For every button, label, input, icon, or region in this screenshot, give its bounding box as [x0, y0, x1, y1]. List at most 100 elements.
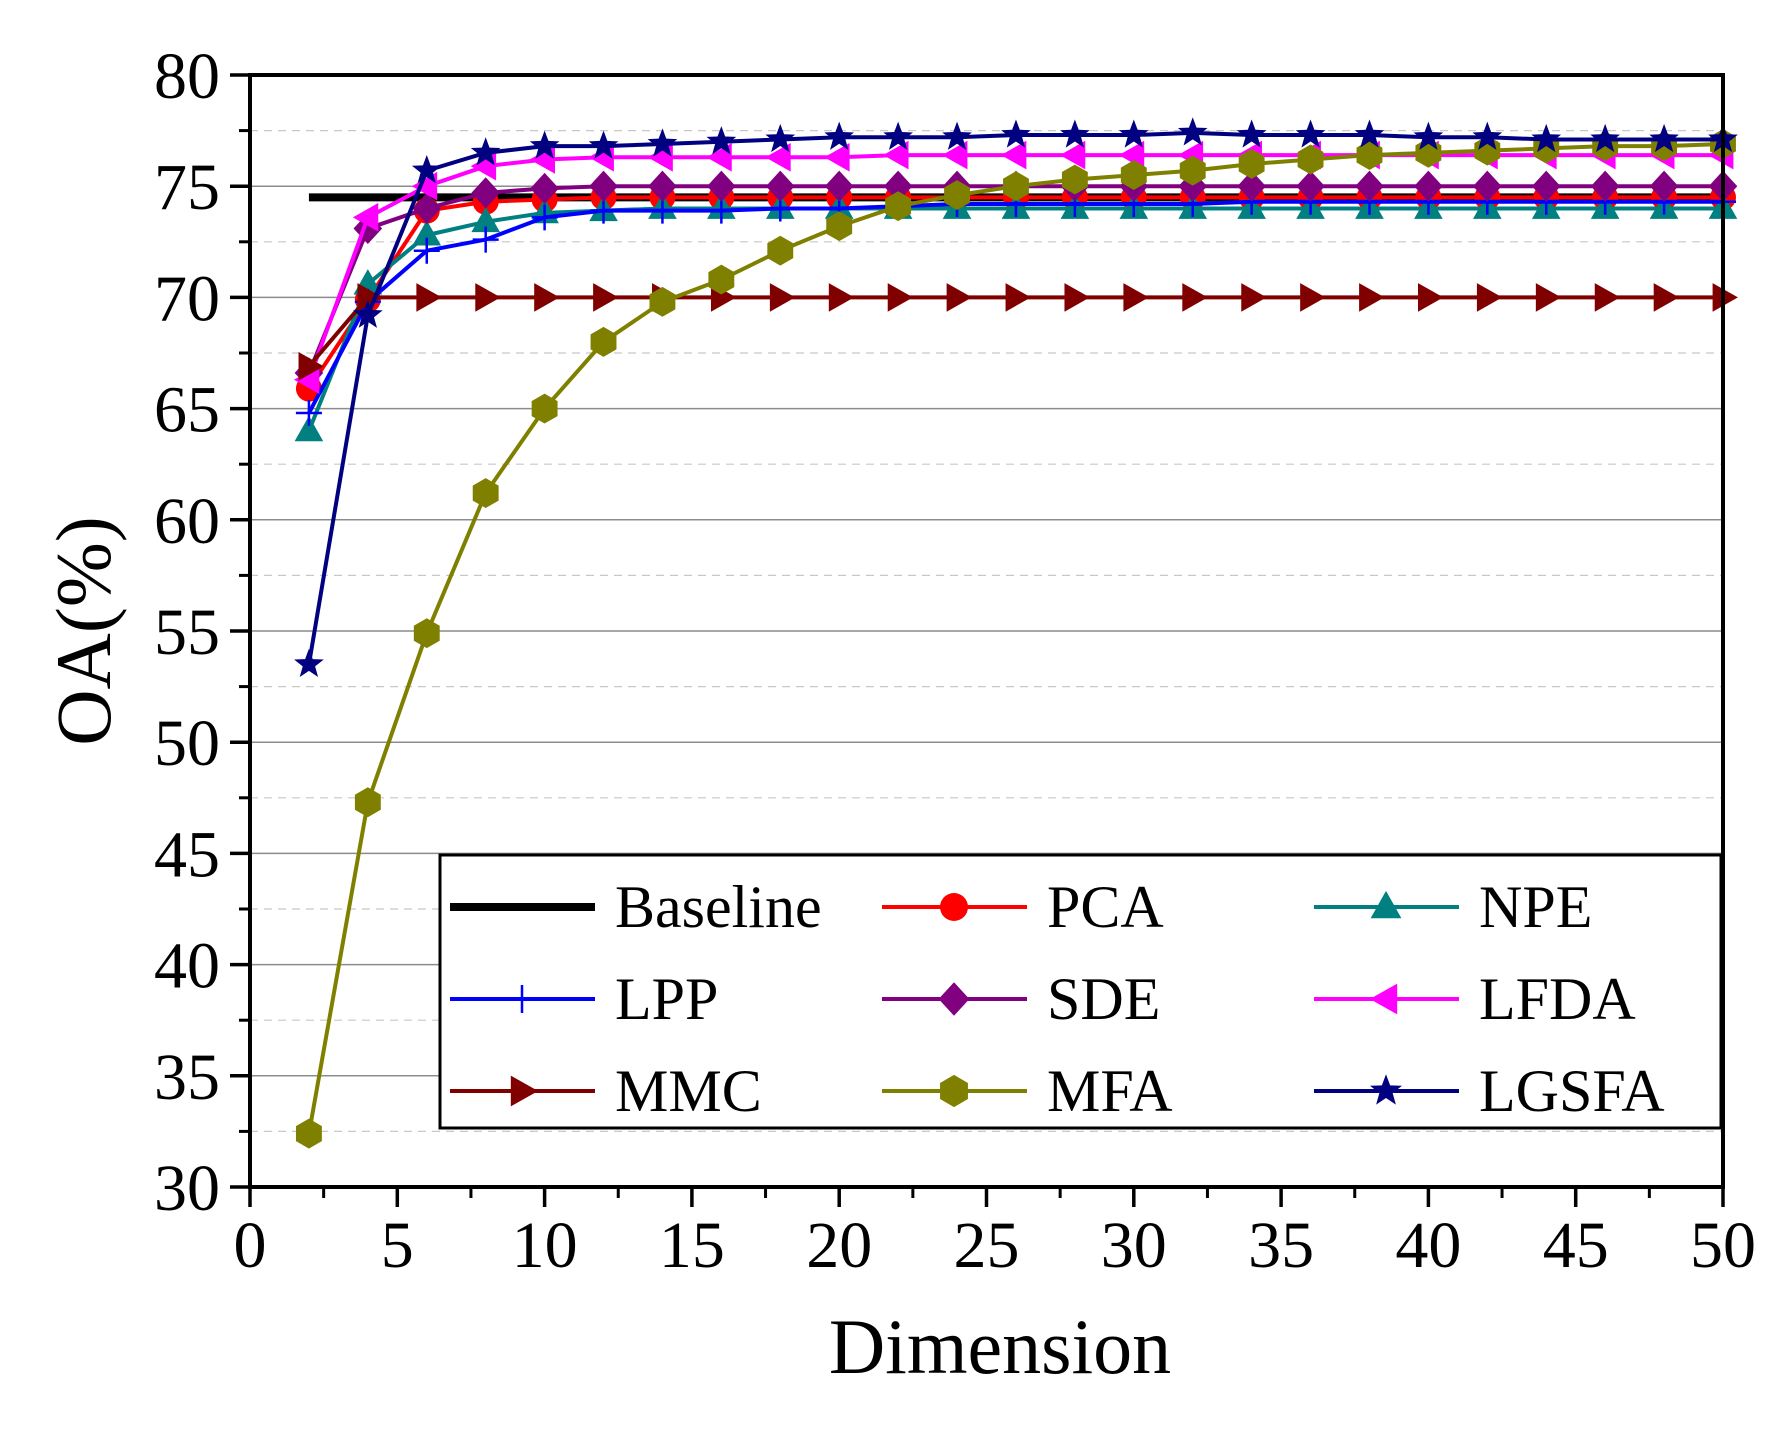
- y-tick-label: 80: [154, 40, 220, 113]
- legend-entry-mmc: MMC: [450, 1058, 762, 1124]
- data-point: [1531, 123, 1562, 153]
- data-point: [530, 172, 559, 205]
- data-point: [1003, 171, 1029, 202]
- data-point: [1296, 170, 1325, 202]
- legend-label: LPP: [615, 966, 718, 1032]
- data-point: [411, 155, 442, 184]
- y-tick-label: 55: [154, 596, 220, 669]
- series-lines: [293, 117, 1738, 1149]
- legend-label: Baseline: [615, 874, 822, 940]
- data-point: [1354, 119, 1385, 148]
- y-tick-label: 60: [154, 485, 220, 558]
- y-tick-label: 70: [154, 262, 220, 335]
- data-point: [1118, 119, 1149, 148]
- data-point: [416, 283, 442, 312]
- series-mmc: [298, 283, 1738, 381]
- data-point: [1355, 170, 1384, 202]
- data-point: [354, 787, 381, 818]
- data-point: [590, 197, 617, 224]
- data-point: [1001, 119, 1031, 148]
- data-point: [1060, 119, 1090, 148]
- data-point: [588, 130, 619, 159]
- data-point: [1182, 283, 1208, 312]
- data-point: [1370, 890, 1402, 919]
- x-tick-label: 5: [381, 1209, 414, 1282]
- data-point: [1359, 283, 1385, 312]
- data-point: [508, 985, 536, 1013]
- data-point: [590, 326, 617, 357]
- legend-entry-lpp: LPP: [450, 966, 718, 1032]
- data-point: [1590, 123, 1620, 153]
- data-point: [1369, 983, 1398, 1015]
- data-point: [1649, 170, 1679, 202]
- data-point: [1001, 140, 1027, 170]
- data-point: [1064, 283, 1090, 312]
- y-tick-label: 75: [154, 151, 220, 224]
- data-point: [1531, 170, 1561, 202]
- data-point: [883, 140, 909, 170]
- data-point: [1118, 140, 1145, 170]
- legend-label: NPE: [1479, 874, 1592, 940]
- data-point: [1237, 170, 1266, 202]
- data-point: [1297, 144, 1324, 175]
- series-lgsfa: [294, 117, 1738, 677]
- legend-entry-lfda: LFDA: [1314, 966, 1636, 1032]
- data-point: [648, 170, 677, 202]
- data-point: [649, 197, 676, 224]
- data-point: [942, 140, 968, 170]
- series-mfa: [295, 128, 1736, 1149]
- data-point: [1238, 149, 1265, 179]
- data-point: [1476, 283, 1503, 312]
- data-point: [413, 237, 440, 264]
- data-point: [1356, 140, 1383, 171]
- data-point: [1123, 283, 1149, 312]
- data-point: [824, 142, 850, 172]
- data-point: [938, 982, 970, 1016]
- data-point: [353, 299, 383, 328]
- data-point: [767, 235, 794, 266]
- data-point: [529, 130, 560, 159]
- data-point: [1370, 1074, 1402, 1105]
- legend-entry-pca: PCA: [882, 874, 1164, 940]
- data-point: [510, 1075, 539, 1107]
- data-point: [883, 170, 913, 202]
- data-point: [1295, 119, 1326, 148]
- data-point: [412, 220, 442, 246]
- data-point: [293, 365, 320, 394]
- data-point: [708, 264, 735, 295]
- data-point: [1061, 164, 1088, 195]
- data-point: [357, 283, 383, 312]
- legend-label: MMC: [615, 1058, 762, 1124]
- x-tick-label: 30: [1101, 1209, 1167, 1282]
- legend-entry-sde: SDE: [882, 966, 1160, 1032]
- data-point: [470, 137, 501, 166]
- legend-label: PCA: [1047, 874, 1164, 940]
- x-tick-label: 50: [1690, 1209, 1756, 1282]
- data-point: [593, 283, 619, 312]
- data-point: [1005, 283, 1031, 312]
- data-point: [294, 648, 324, 677]
- data-point: [1179, 155, 1206, 186]
- data-point: [1059, 140, 1086, 170]
- legend-entry-baseline: Baseline: [450, 874, 822, 940]
- data-point: [472, 226, 499, 253]
- data-point: [765, 170, 795, 202]
- legend-label: LFDA: [1479, 966, 1636, 1032]
- data-point: [531, 204, 558, 231]
- x-tick-label: 25: [954, 1209, 1020, 1282]
- legend-entry-mfa: MFA: [882, 1058, 1173, 1124]
- data-point: [826, 211, 853, 242]
- data-point: [295, 400, 322, 427]
- y-tick-label: 50: [154, 707, 220, 780]
- data-point: [471, 177, 500, 209]
- data-point: [1120, 160, 1147, 191]
- data-point: [1414, 170, 1443, 202]
- data-point: [887, 283, 914, 312]
- data-point: [706, 126, 737, 155]
- data-point: [1177, 117, 1208, 146]
- axis-ticks: 30 35 40 45 50 55 60 65 70 75 80 0 5 10 15 20 25 30 35 40 45…: [154, 40, 1756, 1282]
- data-point: [885, 191, 912, 222]
- y-tick-label: 35: [154, 1041, 220, 1114]
- y-tick-label: 40: [154, 930, 220, 1003]
- data-point: [1473, 170, 1502, 202]
